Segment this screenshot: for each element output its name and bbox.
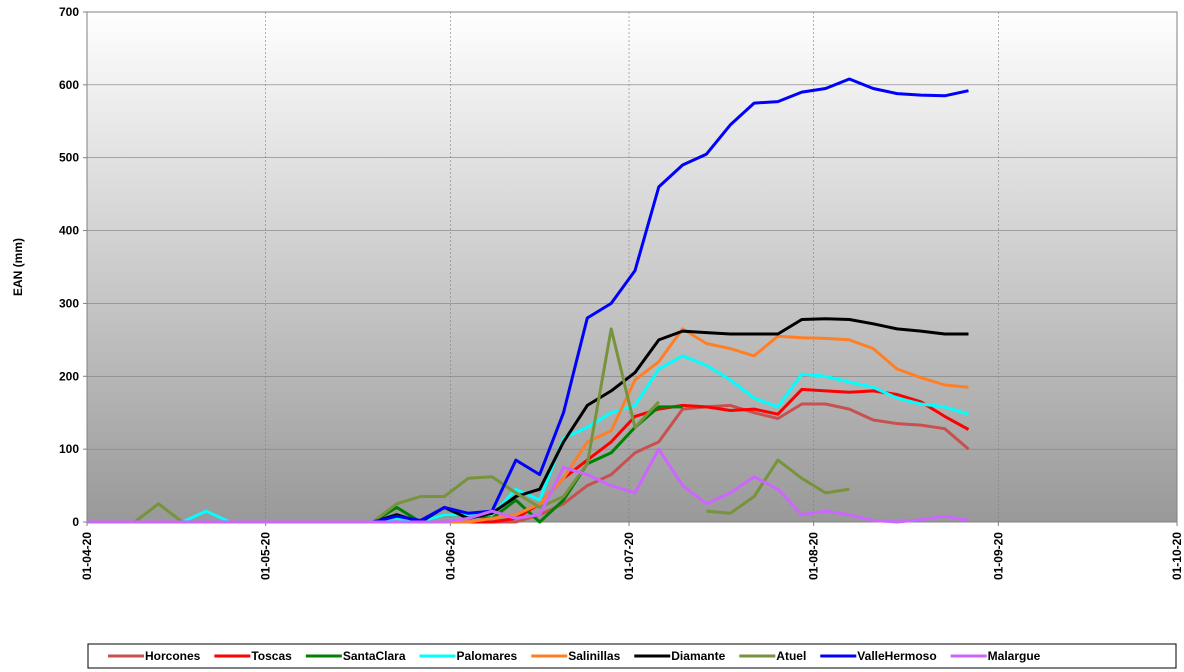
legend-label: Malargue xyxy=(988,649,1041,663)
y-tick-label: 0 xyxy=(72,515,79,529)
y-tick-label: 400 xyxy=(59,224,79,238)
y-tick-label: 100 xyxy=(59,442,79,456)
y-tick-label: 600 xyxy=(59,78,79,92)
x-tick-label: 01-06-20 xyxy=(443,532,457,580)
y-tick-label: 700 xyxy=(59,5,79,19)
legend-label: ValleHermoso xyxy=(857,649,936,663)
legend-label: Diamante xyxy=(671,649,725,663)
y-tick-label: 200 xyxy=(59,369,79,383)
legend-box xyxy=(87,643,1177,669)
legend-label: Toscas xyxy=(251,649,292,663)
x-tick-label: 01-04-20 xyxy=(80,532,94,580)
x-tick-label: 01-05-20 xyxy=(259,532,273,580)
legend-label: Horcones xyxy=(145,649,201,663)
legend-label: Palomares xyxy=(457,649,518,663)
x-tick-label: 01-09-20 xyxy=(991,532,1005,580)
x-tick-label: 01-07-20 xyxy=(622,532,636,580)
series-line xyxy=(87,447,969,524)
x-tick-label: 01-08-20 xyxy=(807,532,821,580)
plot-area xyxy=(86,11,1178,523)
x-tick-label: 01-10-20 xyxy=(1170,532,1184,580)
legend-label: Salinillas xyxy=(568,649,620,663)
legend-label: Atuel xyxy=(776,649,806,663)
legend-label: SantaClara xyxy=(343,649,406,663)
y-tick-label: 300 xyxy=(59,296,79,310)
y-tick-label: 500 xyxy=(59,151,79,165)
y-axis-label: EAN (mm) xyxy=(11,238,25,296)
